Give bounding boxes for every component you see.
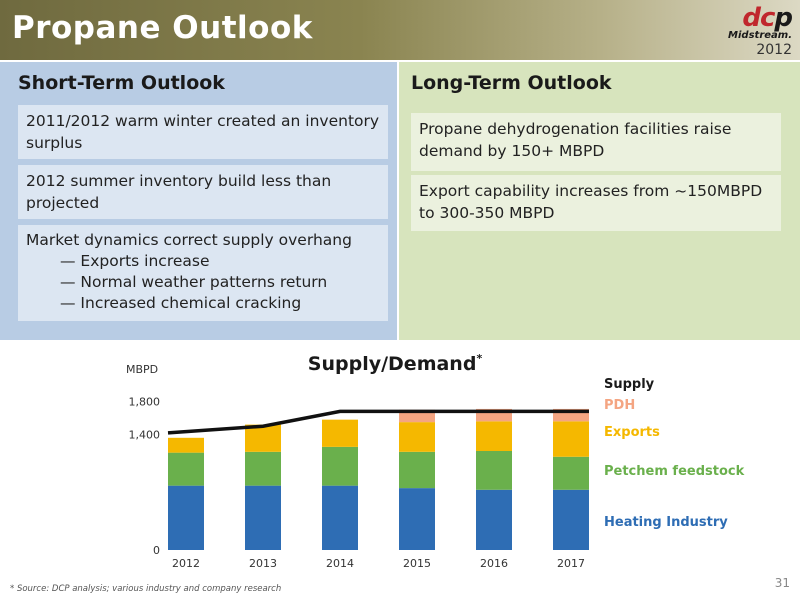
bar-exports-2013 — [245, 424, 281, 452]
header-bar: Propane Outlook dcp Midstream. 2012 — [0, 0, 800, 60]
x-tick-label-2017: 2017 — [557, 557, 585, 570]
legend-heating-industry: Heating Industry — [604, 515, 728, 530]
bar-petchem-feedstock-2016 — [476, 451, 512, 490]
long-term-heading: Long-Term Outlook — [411, 72, 612, 94]
bar-heating-industry-2014 — [322, 485, 358, 550]
legend-petchem-feedstock: Petchem feedstock — [604, 464, 745, 479]
bar-heating-industry-2012 — [168, 485, 204, 550]
x-tick-label-2013: 2013 — [249, 557, 277, 570]
bar-exports-2017 — [553, 421, 589, 457]
short-term-item-3-text: Market dynamics correct supply overhang — [26, 231, 352, 249]
short-term-item-3: Market dynamics correct supply overhang … — [18, 225, 388, 321]
bar-petchem-feedstock-2012 — [168, 452, 204, 486]
x-tick-label-2016: 2016 — [480, 557, 508, 570]
short-term-subitem-2: — Normal weather patterns return — [60, 273, 328, 291]
short-term-heading: Short-Term Outlook — [18, 72, 225, 94]
x-tick-label-2014: 2014 — [326, 557, 354, 570]
dcp-midstream-logo: dcp Midstream. 2012 — [700, 3, 793, 58]
long-term-panel: Long-Term Outlook Propane dehydrogenatio… — [399, 62, 800, 340]
bar-heating-industry-2013 — [245, 485, 281, 550]
logo-dc: dc — [742, 3, 775, 33]
bar-petchem-feedstock-2017 — [553, 456, 589, 490]
short-term-subitem-3: — Increased chemical cracking — [60, 294, 302, 312]
x-tick-label-2015: 2015 — [403, 557, 431, 570]
legend-pdh: PDH — [604, 398, 635, 413]
page-title: Propane Outlook — [12, 10, 313, 46]
short-term-item-2: 2012 summer inventory build less than pr… — [18, 165, 388, 219]
bar-heating-industry-2016 — [476, 489, 512, 550]
y-tick-label-1: 1,400 — [129, 429, 161, 442]
bar-heating-industry-2017 — [553, 489, 589, 550]
short-term-item-1: 2011/2012 warm winter created an invento… — [18, 105, 388, 159]
chart-title: Supply/Demand* — [308, 352, 483, 375]
legend-supply: Supply — [604, 377, 655, 392]
bar-petchem-feedstock-2013 — [245, 451, 281, 486]
chart-svg: Supply/Demand* MBPD 0 1,400 1,800 2012 2013… — [126, 352, 745, 570]
logo-p: p — [774, 3, 793, 33]
bar-exports-2012 — [168, 437, 204, 453]
supply-demand-chart: Supply/Demand* MBPD 0 1,400 1,800 2012 2013… — [0, 340, 800, 600]
y-tick-label-2: 1,800 — [129, 396, 161, 409]
bar-exports-2014 — [322, 419, 358, 447]
chart-title-marker: * — [476, 352, 482, 365]
bar-petchem-feedstock-2014 — [322, 446, 358, 486]
logo-wordmark: dcp — [700, 3, 793, 33]
bar-exports-2015 — [399, 422, 435, 452]
bar-petchem-feedstock-2015 — [399, 451, 435, 489]
bars — [168, 408, 589, 550]
long-term-item-1: Propane dehydrogenation facilities raise… — [411, 113, 781, 171]
logo-midstream: Midstream. — [728, 30, 792, 41]
long-term-item-2: Export capability increases from ~150MBP… — [411, 175, 781, 231]
legend-exports: Exports — [604, 425, 660, 440]
y-ticks: 0 1,400 1,800 — [129, 396, 161, 558]
supply-line-group — [167, 409, 589, 435]
legend: Supply PDH Exports Petchem feedstock Heating… — [604, 377, 745, 530]
short-term-subitem-1: — Exports increase — [60, 252, 210, 270]
bar-exports-2016 — [476, 421, 512, 451]
chart-title-text: Supply/Demand — [308, 353, 477, 375]
logo-year: 2012 — [756, 42, 792, 58]
footnote: * Source: DCP analysis; various industry… — [10, 584, 282, 594]
supply-line — [167, 409, 589, 435]
short-term-panel: Short-Term Outlook 2011/2012 warm winter… — [0, 62, 397, 340]
page-number: 31 — [774, 576, 790, 590]
x-ticks: 2012 2013 2014 2015 2016 2017 — [172, 557, 585, 570]
y-tick-label-0: 0 — [153, 544, 160, 557]
bar-heating-industry-2015 — [399, 488, 435, 550]
x-tick-label-2012: 2012 — [172, 557, 200, 570]
y-axis-label: MBPD — [126, 363, 158, 376]
